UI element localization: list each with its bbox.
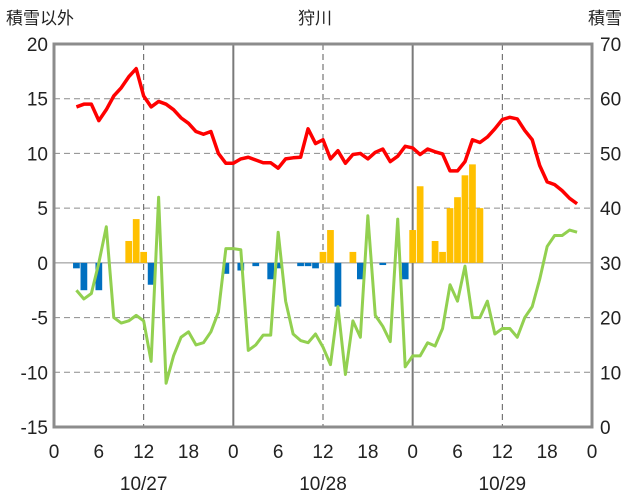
left-axis-title: 積雪以外 [6, 9, 74, 29]
right-axis-title: 積雪 [588, 9, 622, 29]
right-tick-label: 60 [600, 90, 621, 111]
bar [461, 175, 469, 263]
x-tick-label: 18 [178, 442, 199, 463]
date-label: 10/27 [120, 474, 168, 495]
bar [95, 262, 103, 291]
left-tick-label: 10 [27, 144, 48, 165]
bar [439, 251, 446, 263]
bar-series [73, 164, 484, 307]
bar [349, 251, 357, 263]
x-tick-label: 18 [537, 442, 558, 463]
x-tick-label: 0 [228, 442, 239, 463]
bar [140, 251, 148, 263]
left-tick-label: 0 [37, 254, 48, 275]
bar [469, 164, 476, 263]
x-tick-label: 0 [407, 442, 418, 463]
right-tick-label: 70 [600, 35, 621, 56]
x-tick-label: 6 [452, 442, 463, 463]
bar [319, 251, 327, 263]
x-tick-label: 12 [133, 442, 154, 463]
bar [267, 262, 275, 280]
date-label: 10/28 [299, 474, 347, 495]
bar [356, 262, 364, 280]
bar [334, 262, 342, 307]
bar [312, 262, 319, 269]
bar [409, 230, 417, 263]
date-label: 10/29 [479, 474, 527, 495]
series-line-green [75, 195, 578, 385]
x-tick-label: 6 [94, 442, 105, 463]
right-tick-label: 40 [600, 199, 621, 220]
x-tick-label: 0 [49, 442, 60, 463]
bar [454, 197, 461, 263]
plot-area-frame [52, 42, 594, 429]
x-tick-label: 0 [587, 442, 598, 463]
bar [147, 262, 155, 285]
bar [379, 262, 387, 266]
bar [222, 262, 230, 274]
bar [327, 230, 334, 263]
bar [401, 262, 409, 280]
right-tick-label: 30 [600, 254, 621, 275]
bar [431, 240, 439, 263]
right-tick-label: 20 [600, 309, 621, 330]
bar [132, 219, 140, 263]
left-tick-label: 15 [27, 90, 48, 111]
bar [297, 262, 304, 267]
left-tick-labels: -15 -10 -5 0 5 10 15 20 [21, 35, 48, 439]
left-tick-label: 5 [37, 199, 48, 220]
bar [80, 262, 88, 291]
bar [446, 208, 454, 263]
bar [274, 262, 282, 269]
date-labels: 10/27 10/28 10/29 [120, 474, 526, 495]
series-line-snow-depth [75, 66, 579, 206]
bar [73, 262, 80, 269]
left-tick-label: -15 [21, 418, 48, 439]
bar [304, 262, 312, 267]
right-tick-labels: 0 10 20 30 40 50 60 70 [600, 35, 621, 439]
right-tick-label: 0 [600, 418, 611, 439]
line-series [75, 66, 579, 385]
bar [252, 262, 260, 267]
right-tick-label: 50 [600, 144, 621, 165]
left-tick-label: -10 [21, 363, 48, 384]
chart-title: 狩川 [298, 9, 332, 29]
x-tick-label: 6 [273, 442, 284, 463]
x-tick-label: 12 [312, 442, 333, 463]
x-tick-labels: 0 6 12 18 0 6 12 18 0 6 12 18 0 [49, 442, 598, 463]
bar [416, 186, 424, 263]
x-tick-label: 12 [492, 442, 513, 463]
left-tick-label: 20 [27, 35, 48, 56]
x-tick-label: 18 [357, 442, 378, 463]
bar [125, 240, 133, 263]
left-tick-label: -5 [31, 309, 48, 330]
right-tick-label: 10 [600, 363, 621, 384]
bar [476, 208, 484, 263]
